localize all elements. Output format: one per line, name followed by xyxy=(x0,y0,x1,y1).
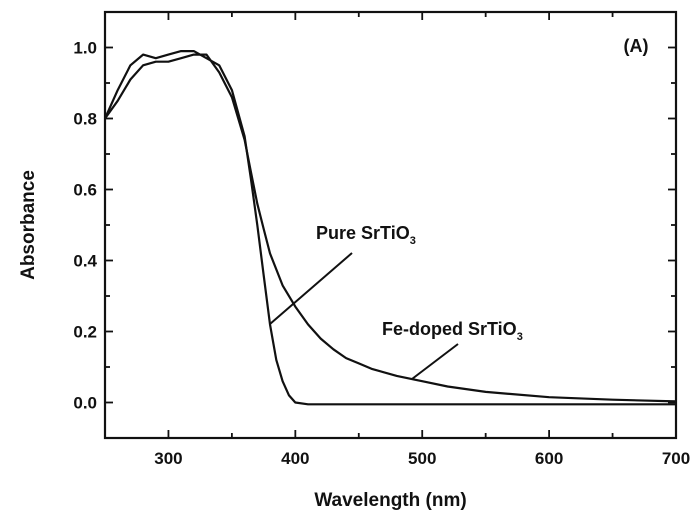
plot-series xyxy=(103,50,677,406)
axis-ticks: 300 400 500 600 700 0.0 0.2 0.4 0.6 0.8 1.0 xyxy=(73,11,690,468)
x-tick-label: 500 xyxy=(408,449,436,468)
pure-srtio3-label: Pure SrTiO3 xyxy=(316,223,416,247)
plot-frame xyxy=(103,10,678,440)
x-axis-title: Wavelength (nm) xyxy=(314,490,466,511)
y-tick-label: 0.4 xyxy=(73,252,97,271)
y-tick-label: 0.2 xyxy=(73,323,97,342)
fe-doped-srtio3-label-sub: 3 xyxy=(517,331,523,343)
y-axis-title: Absorbance xyxy=(18,170,39,280)
x-tick-label: 600 xyxy=(535,449,563,468)
pure-srtio3-line xyxy=(103,50,676,406)
fe-doped-srtio3-label-main: Fe-doped SrTiO xyxy=(382,319,517,339)
x-tick-label: 300 xyxy=(154,449,182,468)
y-tick-label: 1.0 xyxy=(73,39,97,58)
fe-doped-srtio3-line xyxy=(104,53,677,403)
pure-srtio3-pointer xyxy=(269,252,353,325)
y-tick-label: 0.0 xyxy=(73,394,97,413)
fe-doped-srtio3-label: Fe-doped SrTiO3 xyxy=(382,319,523,343)
fe-doped-srtio3-pointer xyxy=(411,343,459,380)
pure-srtio3-label-main: Pure SrTiO xyxy=(316,223,410,243)
x-tick-label: 400 xyxy=(281,449,309,468)
y-tick-label: 0.6 xyxy=(73,181,97,200)
panel-label: (A) xyxy=(624,36,649,56)
pure-srtio3-label-sub: 3 xyxy=(410,235,416,247)
y-tick-label: 0.8 xyxy=(73,110,97,129)
x-tick-label: 700 xyxy=(662,449,690,468)
